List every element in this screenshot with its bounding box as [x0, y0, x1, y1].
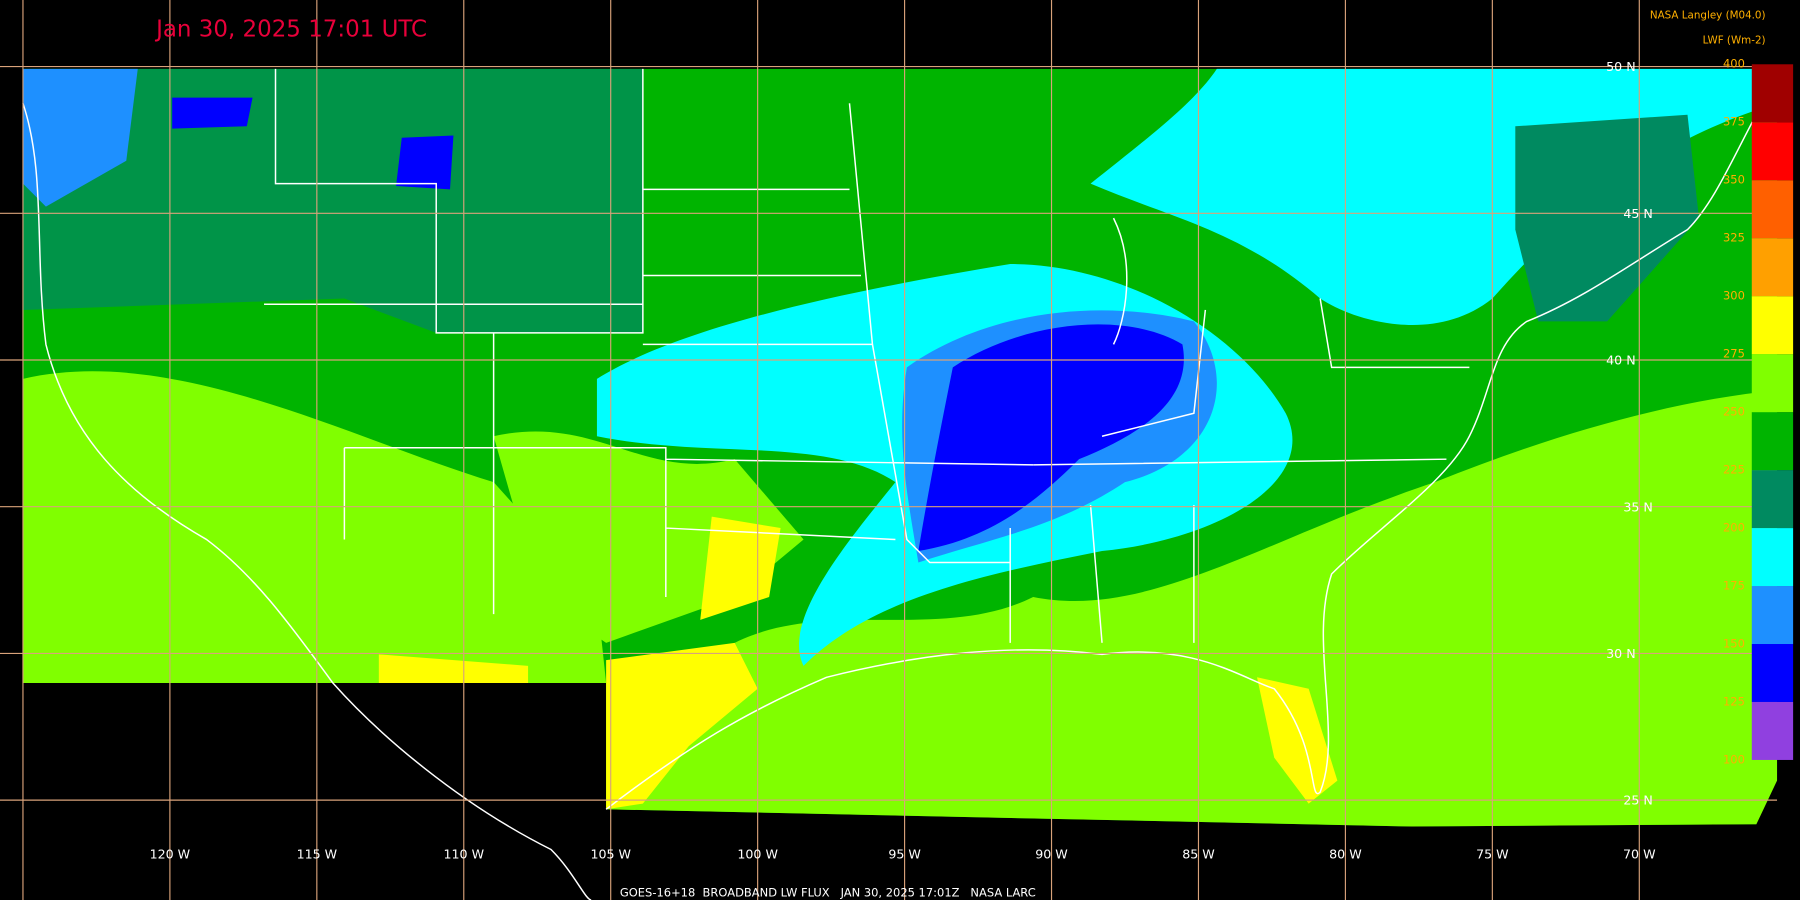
longitude-label: 75 W [1476, 847, 1509, 862]
latitude-label: 40 N [1606, 353, 1636, 368]
colorbar-tick-label: 350 [1723, 173, 1745, 187]
colorbar-segment [1751, 586, 1794, 645]
colorbar-segment [1751, 644, 1794, 702]
title: Jan 30, 2025 17:01 UTC [154, 17, 427, 43]
longitude-label: 90 W [1035, 847, 1068, 862]
colorbar-tick-label: 200 [1723, 521, 1745, 535]
longitude-label: 115 W [297, 847, 338, 862]
region [378, 654, 529, 684]
latitude-label: 50 N [1606, 59, 1636, 74]
colorbar-segment [1751, 354, 1794, 413]
colorbar-segment [1751, 528, 1794, 587]
colorbar-segment [1751, 701, 1794, 760]
colorbar-segment [1751, 64, 1794, 123]
colorbar-segment [1751, 296, 1794, 355]
longitude-label: 70 W [1623, 847, 1656, 862]
colorbar-tick-label: 175 [1723, 578, 1745, 592]
unit-label: LWF (Wm-2) [1703, 35, 1766, 47]
region [606, 390, 1778, 827]
colorbar-tick-label: 250 [1723, 405, 1745, 419]
colorbar-tick-label: 300 [1723, 289, 1745, 303]
colorbar-tick-label: 400 [1723, 57, 1745, 71]
longitude-label: 85 W [1182, 847, 1215, 862]
region [1515, 114, 1699, 322]
colorbar-tick-label: 375 [1723, 115, 1745, 129]
latitude-label: 25 N [1623, 793, 1652, 808]
colorbar-tick-label: 275 [1723, 347, 1745, 361]
longitude-label: 95 W [888, 847, 921, 862]
border [848, 103, 1470, 643]
credit: NASA Langley (M04.0) [1650, 9, 1766, 21]
region [606, 642, 758, 810]
colorbar-tick-label: 225 [1723, 463, 1745, 477]
colorbar-segment [1751, 180, 1794, 239]
colorbar: 100 125 150 175 200 225 250 275 300 325 350 375 400 [1723, 57, 1794, 766]
region [396, 135, 454, 190]
colorbar-tick-label: 150 [1723, 636, 1745, 650]
region [22, 68, 138, 207]
longitude-label: 105 W [590, 847, 631, 862]
region [22, 371, 607, 684]
coastline [605, 79, 1778, 810]
longitude-label: 80 W [1329, 847, 1362, 862]
longitude-label: 120 W [150, 847, 191, 862]
colorbar-segment [1751, 122, 1794, 181]
region [22, 68, 643, 333]
colorbar-tick-label: 100 [1723, 752, 1745, 766]
region [1257, 677, 1338, 804]
region [172, 97, 253, 129]
coastline [22, 103, 592, 900]
colorbar-tick-label: 325 [1723, 231, 1745, 245]
latitude-label: 45 N [1623, 206, 1652, 221]
longitude-label: 110 W [444, 847, 485, 862]
footer: GOES-16+18 BROADBAND LW FLUX JAN 30, 202… [620, 886, 1036, 900]
colorbar-segment [1751, 470, 1794, 529]
latitude-label: 35 N [1623, 499, 1652, 514]
colorbar-tick-label: 125 [1723, 694, 1745, 708]
colorbar-segment [1751, 238, 1794, 297]
colorbar-segment [1751, 412, 1794, 471]
flux-field [22, 68, 1778, 827]
latitude-label: 30 N [1606, 646, 1636, 661]
longitude-label: 100 W [737, 847, 778, 862]
region [700, 516, 781, 620]
